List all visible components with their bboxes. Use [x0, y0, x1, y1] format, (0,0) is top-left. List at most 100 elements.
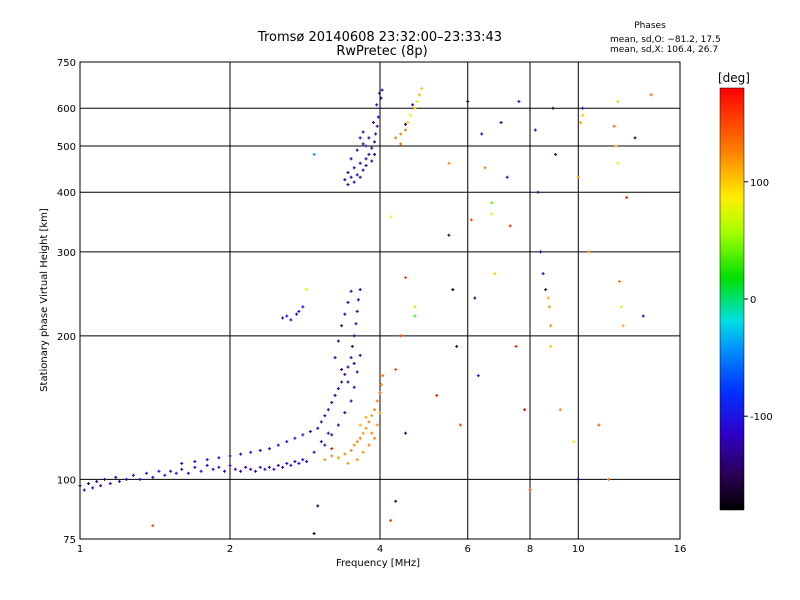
data-point: [312, 450, 316, 454]
data-point: [333, 356, 337, 360]
x-tick-label: 2: [227, 544, 233, 555]
data-point: [346, 380, 350, 384]
data-point: [370, 159, 374, 163]
data-point: [546, 296, 550, 300]
data-point: [330, 400, 334, 404]
colorbar: [719, 87, 745, 511]
data-point: [378, 391, 382, 395]
data-point: [373, 140, 377, 144]
data-point: [358, 136, 362, 140]
data-point: [114, 475, 118, 479]
data-point: [301, 433, 305, 437]
data-point: [358, 161, 362, 165]
y-tick-label: 300: [57, 248, 76, 259]
data-point: [258, 465, 262, 469]
data-point: [618, 279, 622, 283]
data-point: [394, 499, 398, 503]
data-point: [447, 233, 451, 237]
data-point: [326, 408, 330, 412]
data-point: [355, 458, 359, 462]
data-point: [413, 305, 417, 309]
data-point: [186, 471, 190, 475]
data-point: [285, 440, 289, 444]
y-tick-label: 400: [57, 188, 76, 199]
data-point: [616, 99, 620, 103]
data-point: [451, 288, 455, 292]
stats-x-line: mean, sd,X: 106.4, 26.7: [610, 45, 718, 55]
data-point: [239, 452, 243, 456]
data-point: [267, 465, 271, 469]
colorbar-tick-label: 100: [750, 178, 769, 189]
data-point: [361, 168, 365, 172]
data-point: [276, 463, 280, 467]
data-point: [86, 482, 90, 486]
x-tick-label: 4: [377, 544, 383, 555]
data-point: [381, 374, 385, 378]
data-point: [375, 103, 379, 107]
y-tick-label: 200: [57, 332, 76, 343]
data-point: [352, 361, 356, 365]
data-point: [163, 473, 167, 477]
data-point: [625, 195, 629, 199]
data-point: [336, 387, 340, 391]
data-point: [249, 450, 253, 454]
data-point: [415, 99, 419, 103]
data-point: [358, 436, 362, 440]
data-point: [95, 479, 99, 483]
data-point: [276, 443, 280, 447]
data-point: [476, 374, 480, 378]
data-point: [367, 152, 371, 156]
data-point: [514, 344, 518, 348]
data-point: [193, 460, 197, 464]
data-point: [581, 106, 585, 110]
data-point: [375, 399, 379, 403]
data-point: [267, 447, 271, 451]
data-points: [78, 86, 653, 536]
data-point: [305, 460, 309, 464]
data-point: [649, 93, 653, 97]
data-point: [367, 420, 371, 424]
data-point: [539, 250, 543, 254]
y-tick-label: 75: [63, 535, 76, 546]
data-point: [578, 121, 582, 125]
data-point: [281, 465, 285, 469]
data-point: [587, 250, 591, 254]
data-point: [447, 161, 451, 165]
data-point: [408, 113, 412, 117]
data-point: [370, 414, 374, 418]
data-point: [293, 436, 297, 440]
data-point: [211, 467, 215, 471]
x-tick-label: 16: [674, 544, 687, 555]
data-point: [547, 305, 551, 309]
data-point: [330, 433, 334, 437]
data-point: [340, 367, 344, 371]
data-point: [316, 504, 320, 508]
data-point: [169, 469, 173, 473]
data-point: [399, 142, 403, 146]
data-point: [389, 519, 393, 523]
data-point: [356, 298, 360, 302]
data-point: [289, 463, 293, 467]
data-point: [336, 456, 340, 460]
data-point: [517, 99, 521, 103]
data-point: [108, 482, 112, 486]
data-point: [180, 467, 184, 471]
data-point: [376, 115, 380, 119]
data-point: [549, 324, 553, 328]
data-point: [364, 415, 368, 419]
data-point: [349, 448, 353, 452]
data-point: [293, 460, 297, 464]
data-point: [549, 344, 553, 348]
data-point: [151, 475, 155, 479]
data-point: [205, 463, 209, 467]
data-point: [576, 477, 580, 481]
data-point: [343, 452, 347, 456]
x-tick-labels: 1 2 4 6 8 10 16: [77, 544, 687, 555]
data-point: [323, 458, 327, 462]
data-point: [349, 289, 353, 293]
stats-o-line: mean, sd,O: −81.2, 17.5: [610, 35, 721, 45]
data-point: [367, 136, 371, 140]
data-point: [326, 431, 330, 435]
x-tick-label: 1: [77, 544, 83, 555]
data-point: [373, 436, 377, 440]
